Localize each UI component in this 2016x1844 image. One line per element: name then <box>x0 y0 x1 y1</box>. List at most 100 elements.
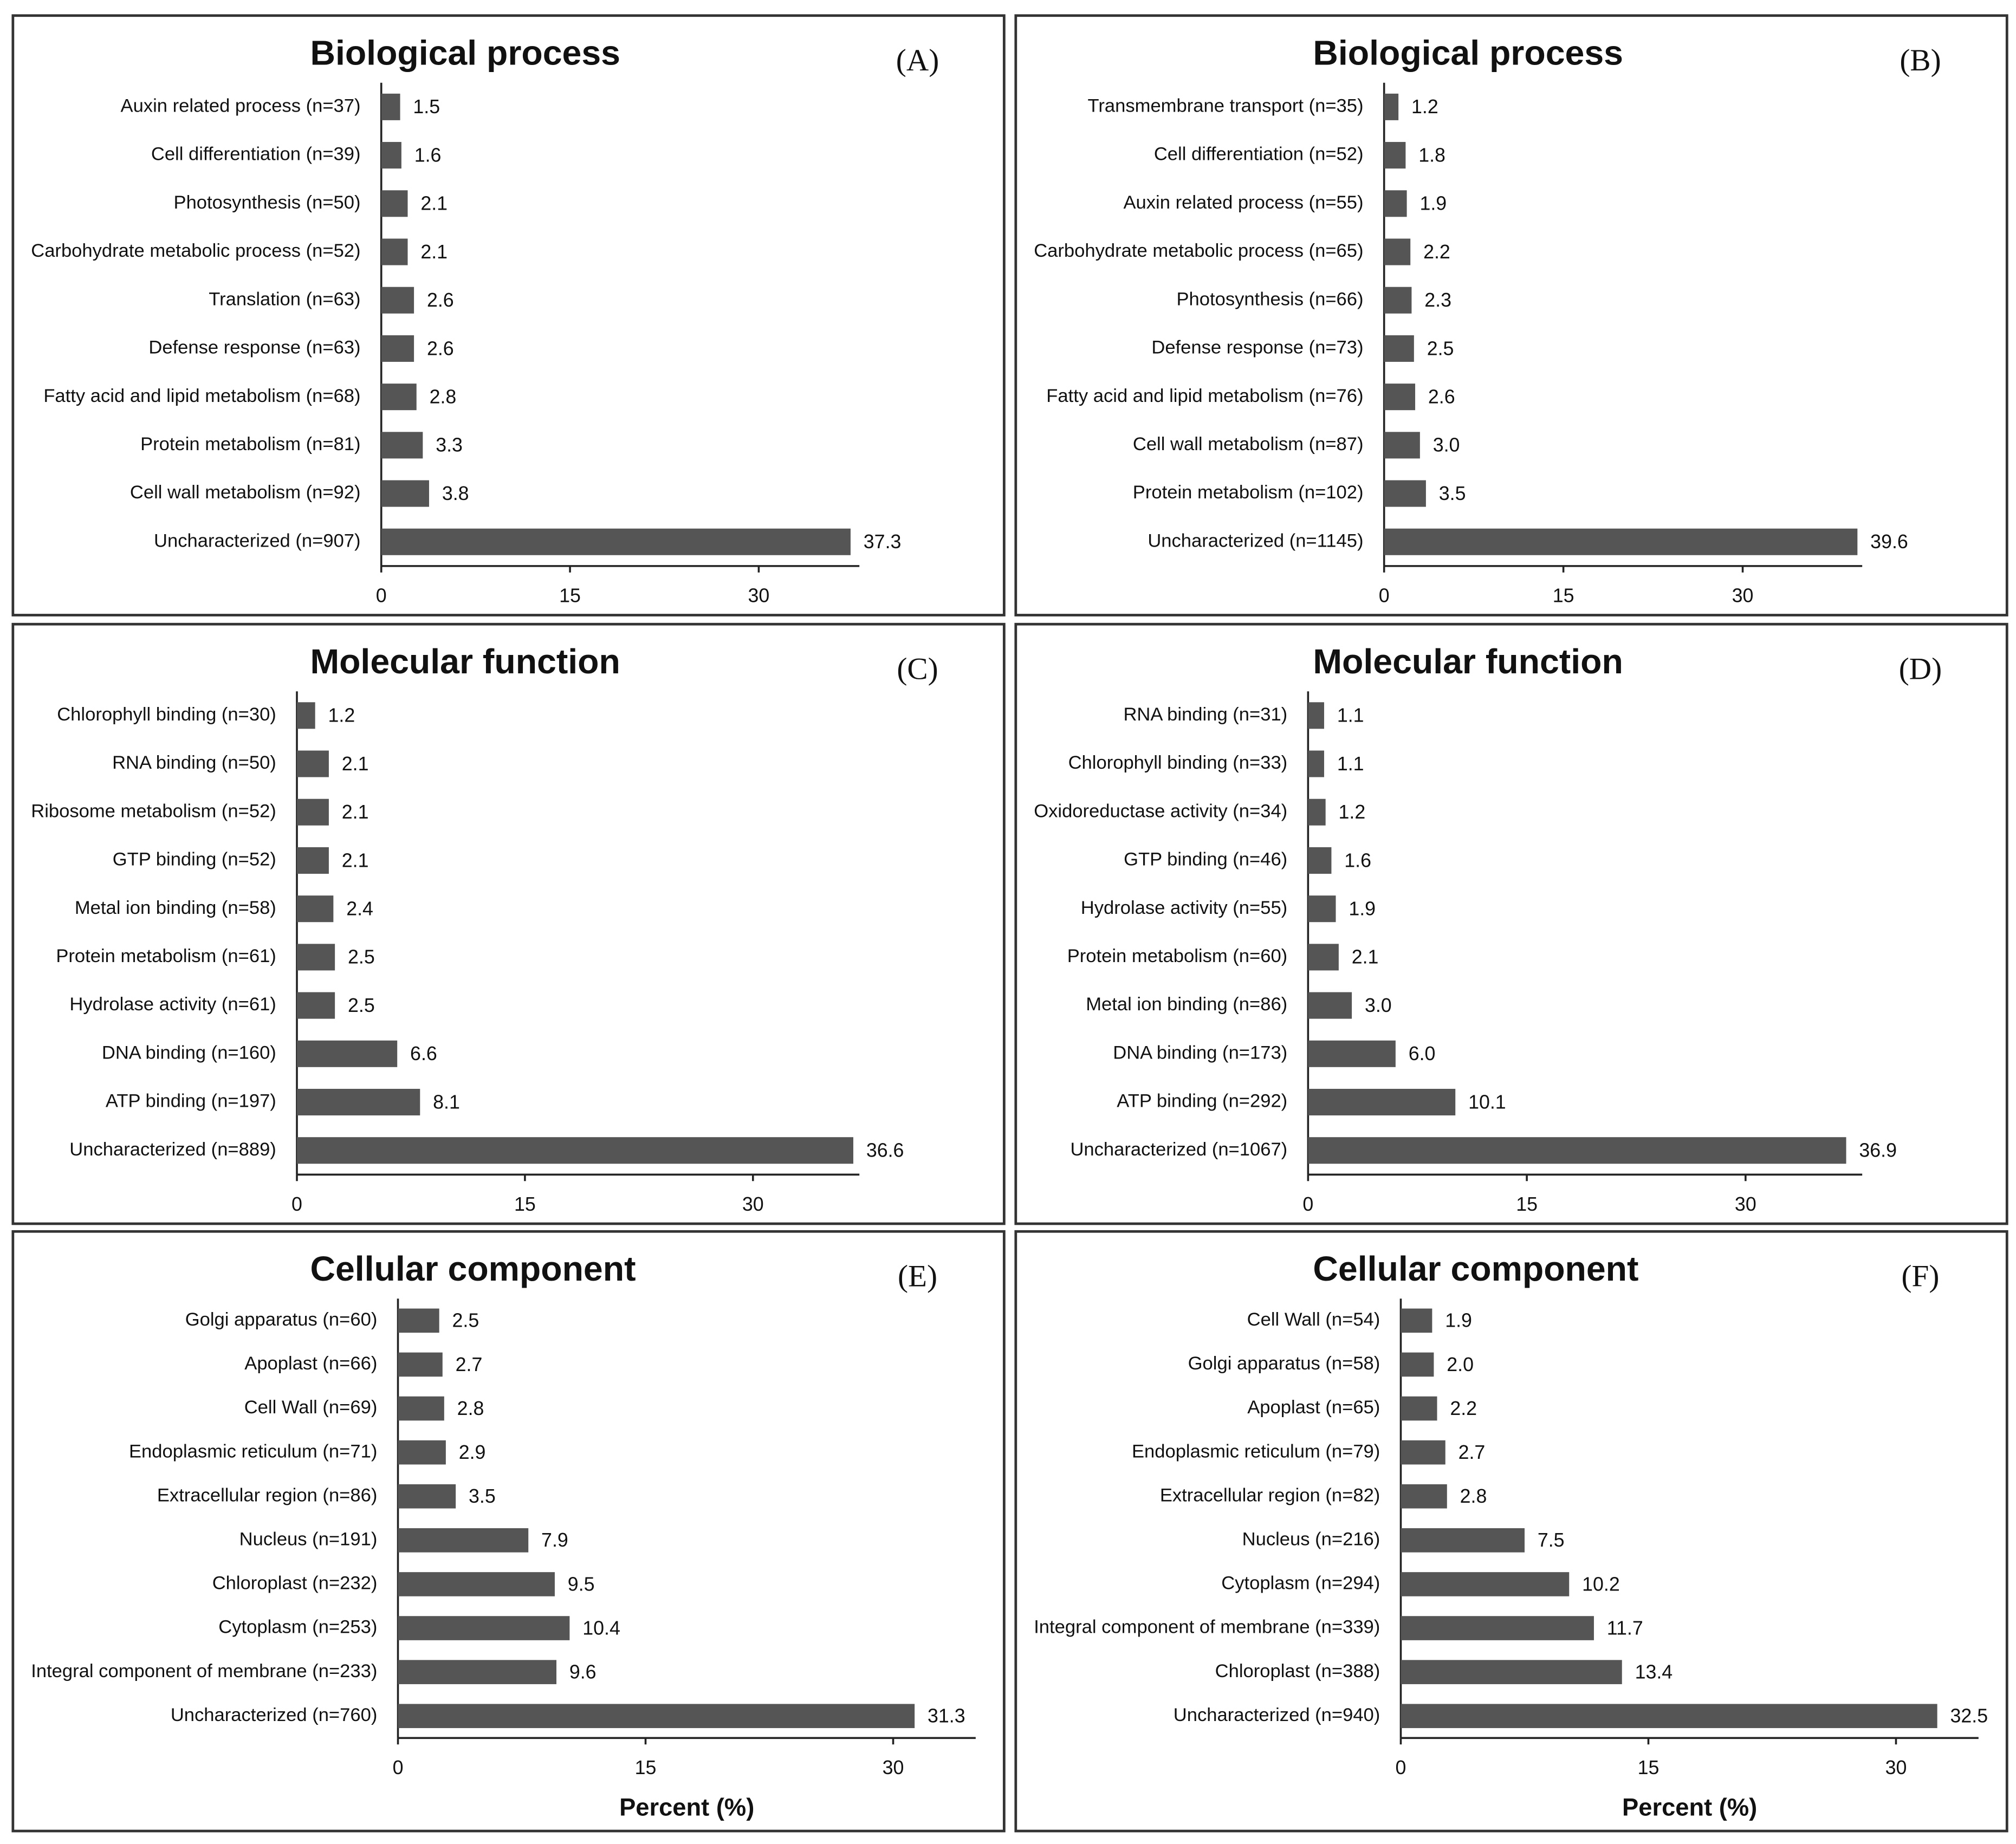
bar <box>381 287 414 314</box>
bar <box>1308 1088 1456 1116</box>
bar <box>1308 750 1324 777</box>
data-label: 2.3 <box>1424 289 1451 311</box>
data-label: 3.0 <box>1365 995 1392 1016</box>
data-label: 1.1 <box>1337 705 1364 726</box>
bar <box>381 335 414 362</box>
data-label: 2.6 <box>427 289 454 311</box>
data-label: 7.5 <box>1538 1529 1565 1551</box>
data-label: 2.1 <box>420 193 448 215</box>
data-label: 2.6 <box>427 337 454 359</box>
bar <box>297 1040 398 1067</box>
data-label: 31.3 <box>928 1705 965 1727</box>
data-label: 2.8 <box>1460 1485 1487 1507</box>
x-tick-label: 0 <box>1302 1193 1313 1215</box>
bar <box>398 1484 456 1509</box>
y-tick-label: Cell wall metabolism (n=87) <box>1133 434 1364 454</box>
bar <box>1308 992 1352 1019</box>
x-tick-label: 0 <box>291 1193 302 1215</box>
y-tick-label: Uncharacterized (n=760) <box>171 1705 378 1725</box>
data-label: 10.2 <box>1582 1573 1620 1595</box>
data-label: 1.9 <box>1419 193 1447 215</box>
bar <box>1384 384 1416 411</box>
y-tick-label: DNA binding (n=160) <box>102 1042 276 1063</box>
bar <box>1384 432 1420 459</box>
bar <box>381 93 400 120</box>
y-tick-label: Transmembrane transport (n=35) <box>1088 96 1364 116</box>
bar <box>398 1440 446 1465</box>
data-label: 1.2 <box>328 705 355 726</box>
data-label: 11.7 <box>1607 1617 1643 1639</box>
panel-label: (B) <box>1900 43 1941 77</box>
bar <box>398 1396 444 1421</box>
bar <box>1384 287 1412 314</box>
y-tick-label: DNA binding (n=173) <box>1113 1042 1287 1063</box>
y-tick-label: Fatty acid and lipid metabolism (n=76) <box>1046 386 1363 406</box>
y-tick-label: Protein metabolism (n=60) <box>1067 946 1287 966</box>
data-label: 2.5 <box>1427 337 1454 359</box>
panel-frame <box>1014 14 2008 616</box>
data-label: 2.7 <box>456 1354 483 1375</box>
x-tick-label: 0 <box>393 1757 404 1778</box>
data-label: 1.1 <box>1337 753 1364 775</box>
bar <box>297 750 329 777</box>
data-label: 2.9 <box>459 1442 486 1463</box>
data-label: 13.4 <box>1635 1661 1673 1683</box>
y-tick-label: Uncharacterized (n=1145) <box>1148 530 1363 551</box>
data-label: 1.9 <box>1349 898 1376 920</box>
data-label: 3.0 <box>1433 434 1460 456</box>
x-tick-label: 30 <box>1735 1193 1756 1215</box>
y-tick-label: Cell wall metabolism (n=92) <box>130 482 361 503</box>
y-tick-label: Chloroplast (n=232) <box>212 1573 378 1594</box>
x-tick-label: 0 <box>376 585 387 607</box>
panel-label: (C) <box>897 652 938 686</box>
data-label: 36.6 <box>866 1140 904 1161</box>
data-label: 3.5 <box>1439 483 1466 504</box>
bar <box>1308 847 1332 874</box>
y-tick-label: Extracellular region (n=82) <box>1160 1485 1380 1505</box>
panel-frame <box>11 14 1006 616</box>
bar <box>1308 702 1324 729</box>
bar <box>398 1308 439 1333</box>
bar <box>381 238 408 265</box>
y-tick-label: Cell differentiation (n=52) <box>1154 144 1364 165</box>
x-tick-label: 0 <box>1396 1757 1406 1778</box>
y-tick-label: Translation (n=63) <box>209 289 360 309</box>
data-label: 2.1 <box>420 241 448 263</box>
data-label: 2.5 <box>452 1310 479 1332</box>
bar <box>297 944 335 971</box>
data-label: 2.2 <box>1423 241 1450 263</box>
data-label: 6.0 <box>1409 1043 1436 1064</box>
y-tick-label: Ribosome metabolism (n=52) <box>31 801 276 821</box>
y-tick-label: Nucleus (n=191) <box>239 1529 378 1549</box>
bar <box>297 895 334 923</box>
bar <box>398 1616 570 1640</box>
bar <box>1308 944 1339 971</box>
y-tick-label: Protein metabolism (n=102) <box>1133 482 1364 503</box>
y-tick-label: Cell differentiation (n=39) <box>151 144 361 165</box>
x-axis-label: Percent (%) <box>1622 1793 1757 1821</box>
data-label: 2.5 <box>348 946 375 968</box>
x-tick-label: 30 <box>883 1757 904 1778</box>
panel-label: (A) <box>896 43 939 77</box>
data-label: 2.5 <box>348 995 375 1016</box>
data-label: 2.1 <box>342 849 369 871</box>
data-label: 2.8 <box>430 386 457 407</box>
y-tick-label: Auxin related process (n=37) <box>121 96 361 116</box>
data-label: 2.1 <box>342 801 369 823</box>
panel-label: (D) <box>1899 652 1942 686</box>
bar <box>1384 528 1858 555</box>
bar <box>398 1572 555 1596</box>
bar <box>1308 895 1336 923</box>
data-label: 32.5 <box>1950 1705 1988 1727</box>
data-label: 2.8 <box>457 1398 484 1419</box>
data-label: 9.5 <box>568 1573 595 1595</box>
y-tick-label: Endoplasmic reticulum (n=71) <box>129 1441 377 1462</box>
bar <box>1401 1572 1570 1596</box>
data-label: 2.1 <box>342 753 369 775</box>
bar <box>1308 1040 1396 1067</box>
y-tick-label: Integral component of membrane (n=233) <box>31 1661 377 1681</box>
data-label: 2.7 <box>1458 1442 1486 1463</box>
panel-frame <box>11 622 1006 1225</box>
